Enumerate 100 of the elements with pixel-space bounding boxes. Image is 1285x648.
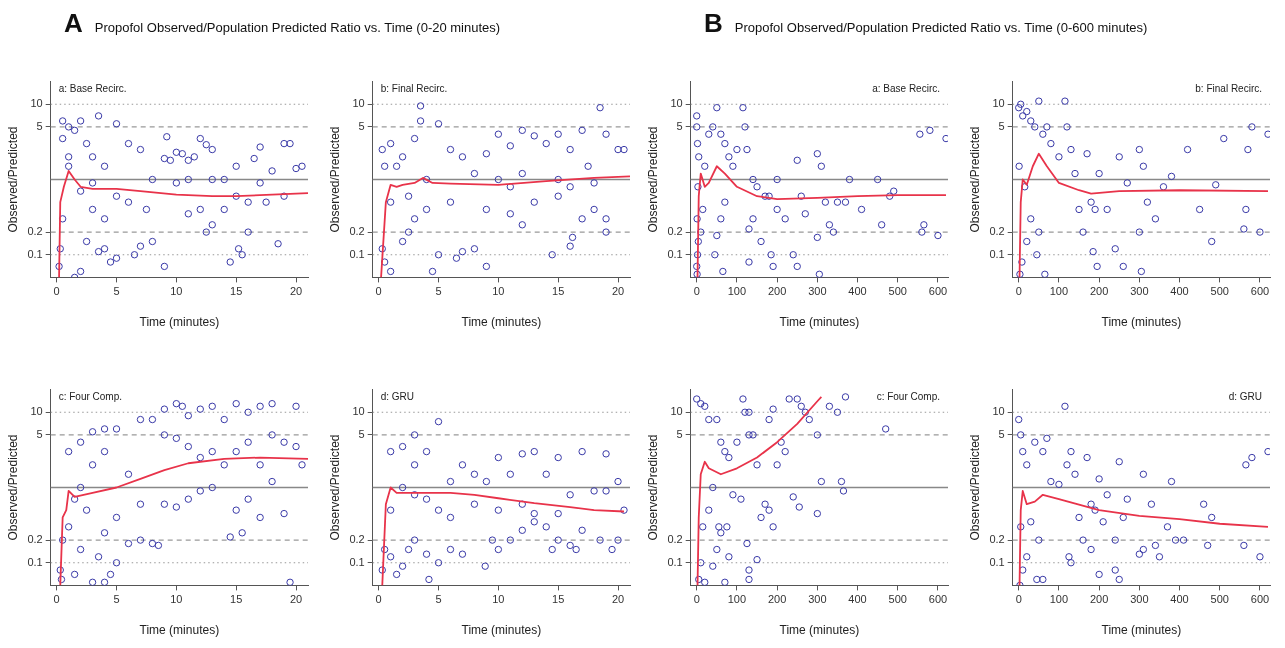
x-tick-label: 10 xyxy=(492,285,505,298)
point xyxy=(1087,198,1095,206)
x-tick-label: 400 xyxy=(1170,285,1189,298)
point xyxy=(1061,402,1069,410)
point xyxy=(761,500,769,508)
point xyxy=(1115,153,1123,161)
point xyxy=(777,438,785,446)
point xyxy=(729,491,737,499)
x-tick-label: 600 xyxy=(1250,285,1270,298)
x-tick-label: 200 xyxy=(767,285,787,298)
x-tick-label: 300 xyxy=(808,593,827,606)
point xyxy=(1123,179,1131,187)
x-tick-label: 100 xyxy=(727,593,747,606)
point xyxy=(741,408,749,416)
point xyxy=(1248,453,1256,462)
point xyxy=(1079,536,1087,544)
x-tick-label: 200 xyxy=(1089,285,1109,298)
point xyxy=(1018,258,1026,266)
x-tick-label: 10 xyxy=(170,593,183,606)
point xyxy=(1021,183,1029,191)
point xyxy=(1163,523,1172,531)
point xyxy=(1155,553,1164,561)
y-tick-label: 10 xyxy=(992,405,1005,418)
point xyxy=(795,503,803,511)
point xyxy=(1208,513,1216,522)
x-tick-label: 500 xyxy=(1210,593,1229,606)
point xyxy=(1151,541,1160,550)
point xyxy=(1065,553,1073,561)
point xyxy=(1035,228,1043,236)
point xyxy=(1137,267,1146,276)
point xyxy=(737,495,745,503)
y-tick-label: 0.1 xyxy=(27,555,43,568)
point xyxy=(1035,97,1043,105)
x-axis-title: Time (minutes) xyxy=(1101,623,1182,638)
point xyxy=(1111,566,1119,574)
x-tick-label: 0 xyxy=(375,593,382,606)
chart-title: d: GRU xyxy=(1228,391,1262,403)
y-tick-label: 0.1 xyxy=(349,247,365,260)
point xyxy=(757,513,765,522)
y-tick-label: 0.1 xyxy=(989,555,1005,568)
point xyxy=(1067,447,1075,456)
y-tick-label: 5 xyxy=(998,119,1005,132)
y-tick-label: 10 xyxy=(30,405,43,418)
x-tick-label: 200 xyxy=(1089,593,1109,606)
x-tick-label: 100 xyxy=(727,285,747,298)
y-axis-title: Observed/Predicted xyxy=(327,126,342,233)
point xyxy=(1031,123,1039,131)
point xyxy=(721,578,729,586)
y-tick-label: 5 xyxy=(358,119,365,132)
text: Propofol Observed/Population Predicted Ratio vs. Time (0-20 minutes) xyxy=(94,20,501,35)
x-tick-label: 10 xyxy=(170,285,183,298)
point xyxy=(1071,169,1079,178)
point xyxy=(717,529,725,537)
point xyxy=(697,559,705,567)
point xyxy=(1242,205,1250,214)
point xyxy=(1248,123,1256,131)
x-axis-title: Time (minutes) xyxy=(1101,315,1182,330)
x-tick-label: 500 xyxy=(888,593,907,606)
point xyxy=(1244,145,1252,154)
point xyxy=(881,425,890,433)
point xyxy=(1159,183,1168,191)
point xyxy=(1139,545,1148,554)
point xyxy=(1123,495,1131,503)
point xyxy=(725,553,733,561)
point xyxy=(1019,447,1027,456)
point xyxy=(1139,162,1148,170)
point xyxy=(1023,553,1031,561)
point xyxy=(1017,100,1025,108)
point xyxy=(813,431,822,439)
chart-title: b: Final Recirc. xyxy=(380,83,448,95)
point xyxy=(785,395,793,403)
point xyxy=(789,493,797,501)
x-tick-label: 15 xyxy=(552,285,565,298)
point xyxy=(1075,513,1083,522)
point xyxy=(1075,205,1083,214)
x-tick-label: 100 xyxy=(1049,593,1069,606)
point xyxy=(1095,475,1103,483)
point xyxy=(1256,553,1264,561)
point xyxy=(705,415,713,424)
point xyxy=(1067,559,1075,567)
point xyxy=(765,506,773,514)
point xyxy=(797,402,805,410)
y-tick-label: 5 xyxy=(676,427,683,440)
point xyxy=(781,447,789,456)
chart-title: d: GRU xyxy=(380,391,415,403)
point xyxy=(725,453,733,462)
point xyxy=(753,461,761,469)
y-tick-label: 0.2 xyxy=(667,225,683,238)
y-tick-label: 0.2 xyxy=(349,533,365,546)
y-tick-label: 0.2 xyxy=(989,533,1005,546)
point xyxy=(817,477,826,486)
point xyxy=(1015,162,1023,170)
point xyxy=(717,438,725,446)
point xyxy=(837,477,846,486)
point xyxy=(793,395,801,403)
point xyxy=(841,393,850,401)
point xyxy=(1240,541,1248,550)
point xyxy=(745,408,753,416)
point xyxy=(773,461,781,469)
point xyxy=(1031,438,1039,446)
